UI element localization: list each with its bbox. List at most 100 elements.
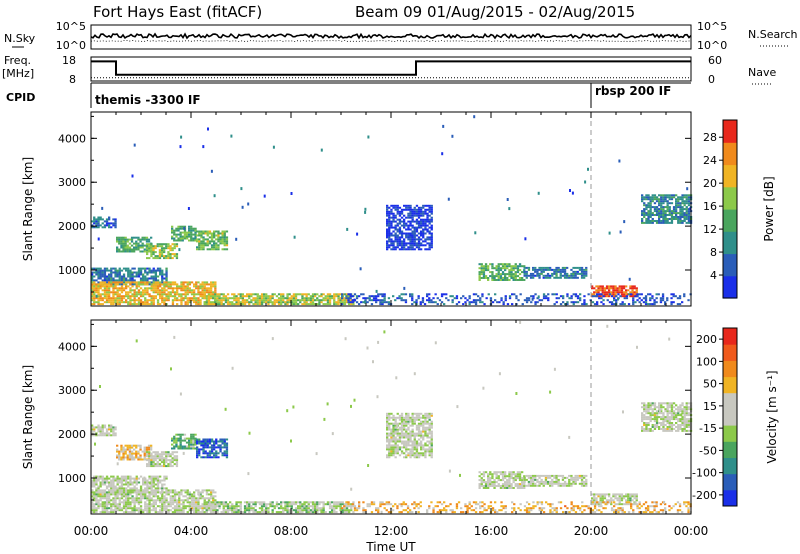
heatmap-cell — [379, 293, 382, 296]
heatmap-cell — [542, 295, 546, 298]
heatmap-cell — [137, 299, 141, 302]
heatmap-cell — [409, 212, 412, 215]
heatmap-cell — [668, 214, 671, 216]
heatmap-cell — [645, 204, 648, 207]
heatmap-cell — [137, 297, 141, 300]
heatmap-cell — [163, 457, 166, 460]
heatmap-cell — [196, 234, 199, 237]
heatmap-cell — [173, 491, 177, 494]
nsky-trace — [90, 32, 692, 42]
heatmap-cell — [122, 240, 125, 243]
heatmap-cell — [112, 509, 115, 512]
heatmap-cell — [659, 299, 663, 302]
heatmap-cell — [664, 220, 667, 222]
heatmap-cell — [118, 479, 121, 482]
heatmap-cell — [222, 511, 225, 514]
heatmap-cell — [103, 489, 107, 492]
heatmap-cell — [167, 459, 170, 462]
heatmap-cell — [198, 448, 201, 451]
heatmap-cell — [207, 293, 211, 296]
heatmap-cell — [335, 293, 338, 296]
heatmap-cell — [578, 266, 582, 269]
heatmap-cell — [681, 214, 684, 216]
heatmap-cell — [644, 301, 648, 304]
heatmap-cell — [112, 279, 115, 282]
heatmap-cell — [219, 450, 222, 453]
heatmap-cell — [105, 299, 109, 302]
heatmap-cell — [324, 295, 327, 298]
heatmap-cell — [173, 505, 177, 508]
heatmap-cell — [566, 276, 569, 279]
heatmap-cell — [203, 507, 206, 510]
heatmap-cell — [250, 299, 253, 302]
heatmap-cell — [101, 479, 104, 482]
heatmap-cell — [521, 277, 524, 279]
heatmap-cell — [366, 297, 369, 300]
heatmap-cell — [105, 485, 109, 488]
heatmap-cell — [126, 246, 129, 249]
heatmap-cell — [269, 299, 272, 302]
heatmap-cell — [210, 444, 214, 447]
heatmap-cell — [139, 281, 143, 284]
heatmap-cell — [489, 297, 493, 300]
heatmap-cell — [655, 220, 659, 222]
heatmap-cell — [243, 301, 247, 304]
heatmap-cell — [133, 479, 136, 482]
heatmap-cell — [246, 501, 249, 504]
heatmap-cell — [108, 483, 111, 486]
heatmap-cell — [139, 267, 143, 270]
heatmap-cell — [514, 265, 517, 268]
heatmap-cell — [171, 461, 174, 464]
heatmap-cell — [143, 452, 146, 455]
heatmap-cell — [309, 505, 313, 508]
heatmap-cell — [600, 293, 603, 296]
heatmap-cell — [409, 208, 412, 211]
heatmap-cell — [218, 297, 221, 300]
heatmap-cell — [108, 426, 111, 429]
heatmap-cell — [101, 226, 104, 229]
heatmap-cell — [124, 238, 127, 241]
heatmap-cell — [148, 509, 151, 512]
heatmap-cell — [146, 271, 149, 274]
heatmap-cell — [156, 245, 159, 248]
heatmap-cell — [133, 293, 136, 296]
heatmap-cell — [603, 291, 607, 294]
heatmap-cell — [142, 509, 145, 512]
heatmap-cell — [208, 230, 212, 233]
heatmap-cell — [303, 301, 306, 304]
heatmap-cell — [250, 509, 253, 512]
heatmap-cell — [163, 243, 166, 246]
heatmap-cell — [150, 251, 153, 254]
heatmap-cell — [131, 477, 134, 480]
heatmap-cell — [333, 303, 336, 306]
heatmap-cell — [605, 287, 609, 290]
heatmap-cell — [445, 293, 448, 296]
heatmap-cell — [451, 295, 454, 298]
heatmap-cell — [417, 424, 421, 427]
heatmap-cell — [114, 226, 117, 229]
heatmap-cell — [661, 293, 665, 296]
heatmap-cell — [176, 285, 179, 288]
heatmap-cell — [95, 267, 98, 270]
heatmap-cell — [320, 511, 323, 514]
heatmap-cell — [320, 295, 323, 298]
heatmap-cell — [144, 289, 147, 292]
heatmap-cell — [432, 297, 435, 300]
heatmap-cell — [409, 440, 412, 443]
heatmap-cell — [377, 293, 380, 296]
heatmap-cell — [210, 248, 214, 251]
heatmap-cell — [101, 434, 104, 437]
heatmap-cell — [135, 293, 138, 296]
heatmap-cell — [195, 509, 198, 512]
heatmap-cell — [133, 444, 136, 447]
heatmap-cell — [124, 240, 127, 243]
heatmap-cell — [135, 501, 138, 504]
heatmap-cell — [280, 501, 283, 504]
heatmap-cell — [186, 287, 189, 290]
heatmap-cell — [516, 267, 520, 270]
heatmap-cell — [124, 246, 127, 249]
heatmap-cell — [95, 287, 98, 290]
heatmap-cell — [239, 505, 242, 508]
heatmap-cell — [420, 238, 423, 241]
